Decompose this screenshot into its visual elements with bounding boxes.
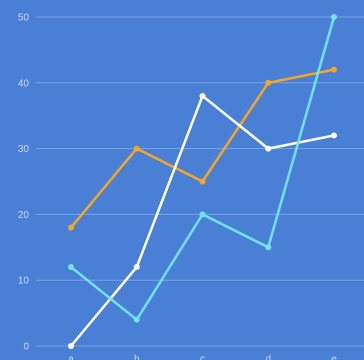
- series-2-point-e: [331, 14, 337, 20]
- x-tick-label-c: c: [200, 354, 205, 360]
- x-axis-tick-labels: a b c d e: [68, 354, 337, 360]
- series-points: [68, 14, 337, 349]
- series-0-point-a: [68, 224, 74, 231]
- x-tick-label-a: a: [68, 354, 74, 360]
- y-axis-tick-labels: 0 10 20 30 40 50: [18, 13, 30, 353]
- series-1-point-d: [265, 145, 272, 152]
- y-tick-label-30: 30: [18, 144, 30, 155]
- series-1-point-e: [331, 132, 337, 139]
- y-tick-label-20: 20: [18, 210, 30, 221]
- series-0-point-c: [199, 178, 206, 185]
- series-0-point-b: [133, 145, 140, 152]
- series-0-point-d: [265, 79, 272, 86]
- y-tick-label-50: 50: [18, 13, 30, 24]
- series-2-point-a: [68, 264, 74, 271]
- x-tick-label-d: d: [265, 354, 271, 360]
- x-tick-label-e: e: [331, 354, 337, 360]
- series-2-point-d: [265, 244, 272, 251]
- series-2-point-b: [133, 316, 140, 323]
- y-tick-label-10: 10: [18, 276, 30, 287]
- series-1-point-b: [133, 264, 140, 271]
- x-tick-label-b: b: [134, 354, 140, 360]
- series-1-point-c: [199, 92, 206, 99]
- y-tick-label-0: 0: [23, 342, 29, 353]
- series-1-point-a: [68, 343, 74, 349]
- series-2-point-c: [199, 211, 206, 218]
- y-tick-label-40: 40: [18, 78, 30, 89]
- series-0-point-e: [331, 66, 337, 73]
